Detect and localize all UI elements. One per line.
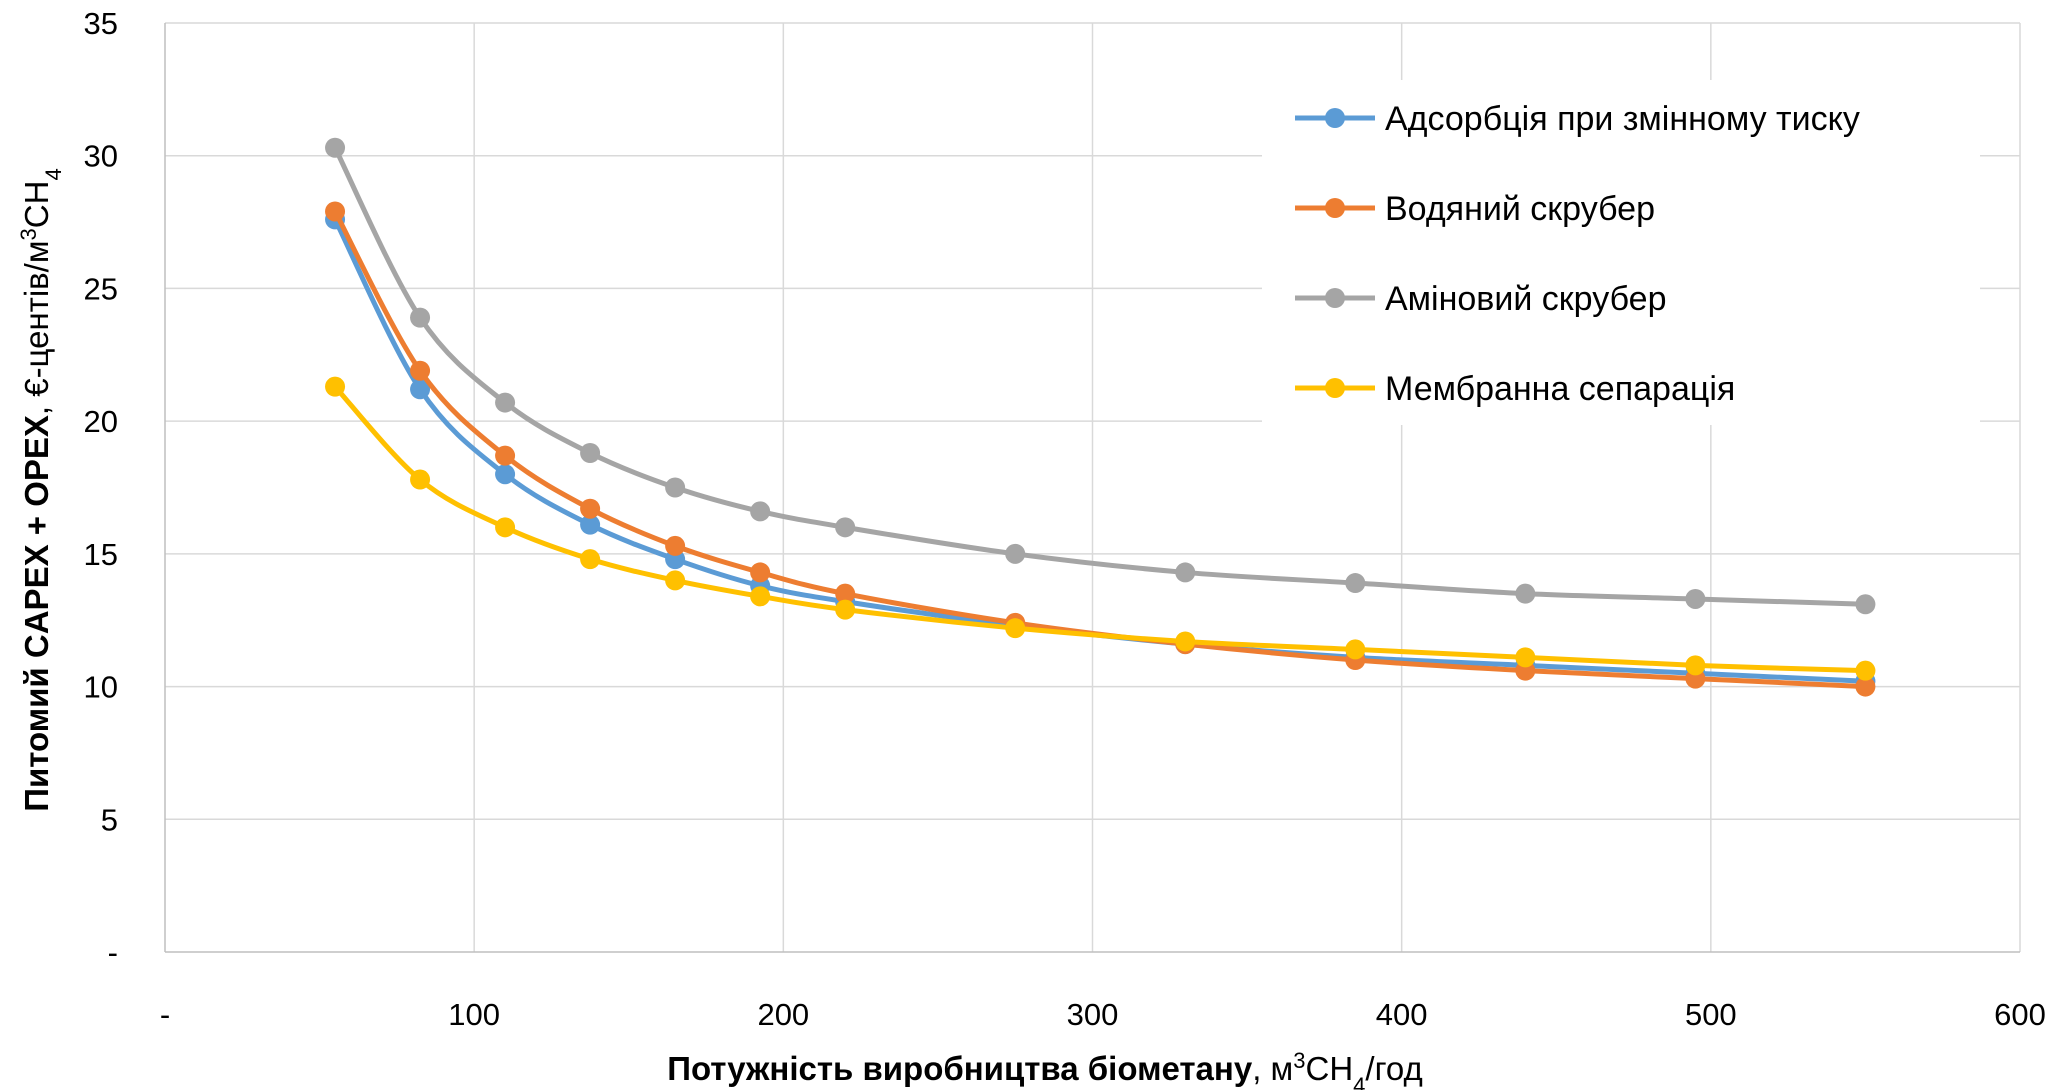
data-point <box>1855 594 1876 615</box>
data-point <box>1175 631 1196 652</box>
data-point <box>1345 573 1366 594</box>
legend-marker <box>1325 198 1345 218</box>
y-axis-title: Питомий CAPEX + OPEX, €-центів/м3CH4 <box>16 168 66 811</box>
data-point <box>665 570 686 591</box>
data-point <box>580 498 601 519</box>
y-tick-label: 25 <box>84 271 118 306</box>
x-axis-title: Потужність виробництва біометану, м3CH4/… <box>667 1048 1423 1090</box>
series-line <box>332 384 1868 674</box>
y-tick-label: 30 <box>84 139 118 174</box>
axes <box>164 23 2020 953</box>
data-point <box>1855 676 1876 697</box>
data-point <box>325 201 346 222</box>
data-point <box>325 137 346 158</box>
data-point <box>750 586 771 607</box>
x-tick-label: 400 <box>1376 997 1428 1032</box>
data-point <box>1515 647 1536 668</box>
y-tick-label: 5 <box>101 802 118 837</box>
tick-labels: - 5 10 15 20 25 30 35 - 100 200 300 400 500 600 <box>84 6 2046 1032</box>
data-point <box>665 477 686 498</box>
data-point <box>665 535 686 556</box>
series-4 <box>325 376 1876 681</box>
data-point <box>410 307 431 328</box>
data-point <box>495 517 516 538</box>
data-point <box>410 379 431 400</box>
data-point <box>750 562 771 583</box>
legend-label: Мембранна сепарація <box>1385 370 1735 408</box>
legend-marker <box>1325 288 1345 308</box>
data-point <box>1685 588 1706 609</box>
y-tick-label: 10 <box>84 670 118 705</box>
data-point <box>495 392 516 413</box>
x-tick-label: 300 <box>1067 997 1119 1032</box>
x-tick-label: 500 <box>1685 997 1737 1032</box>
data-point <box>580 514 601 535</box>
data-point <box>1515 583 1536 604</box>
data-point <box>1005 543 1026 564</box>
legend-marker <box>1325 108 1345 128</box>
y-tick-label: - <box>108 935 118 970</box>
data-point <box>580 549 601 570</box>
data-point <box>495 464 516 485</box>
data-point <box>495 445 516 466</box>
x-tick-label: - <box>160 997 170 1032</box>
legend-label: Водяний скрубер <box>1385 190 1655 228</box>
data-point <box>580 442 601 463</box>
gridlines <box>165 22 2021 952</box>
series-layer <box>325 137 1876 697</box>
legend-marker <box>1325 378 1345 398</box>
data-point <box>1685 655 1706 676</box>
legend-item: Мембранна сепарація <box>1295 370 1735 408</box>
data-point <box>410 360 431 381</box>
y-tick-label: 35 <box>84 6 118 41</box>
legend: Адсорбція при змінному тиску Водяний скру… <box>1262 80 1980 425</box>
data-point <box>1175 562 1196 583</box>
data-point <box>835 599 856 620</box>
y-tick-label: 20 <box>84 404 118 439</box>
legend-label: Аміновий скрубер <box>1385 280 1666 318</box>
series-3 <box>325 137 1876 615</box>
data-point <box>410 469 431 490</box>
legend-item: Адсорбція при змінному тиску <box>1295 100 1860 138</box>
x-tick-label: 100 <box>448 997 500 1032</box>
x-tick-label: 200 <box>757 997 809 1032</box>
data-point <box>750 501 771 522</box>
data-point <box>1345 639 1366 660</box>
data-point <box>835 517 856 538</box>
x-tick-label: 600 <box>1994 997 2046 1032</box>
data-point <box>835 583 856 604</box>
data-point <box>325 376 346 397</box>
legend-label: Адсорбція при змінному тиску <box>1385 100 1860 138</box>
data-point <box>1005 618 1026 639</box>
data-point <box>1855 660 1876 681</box>
legend-item: Аміновий скрубер <box>1295 280 1666 318</box>
y-tick-label: 15 <box>84 537 118 572</box>
legend-item: Водяний скрубер <box>1295 190 1655 228</box>
